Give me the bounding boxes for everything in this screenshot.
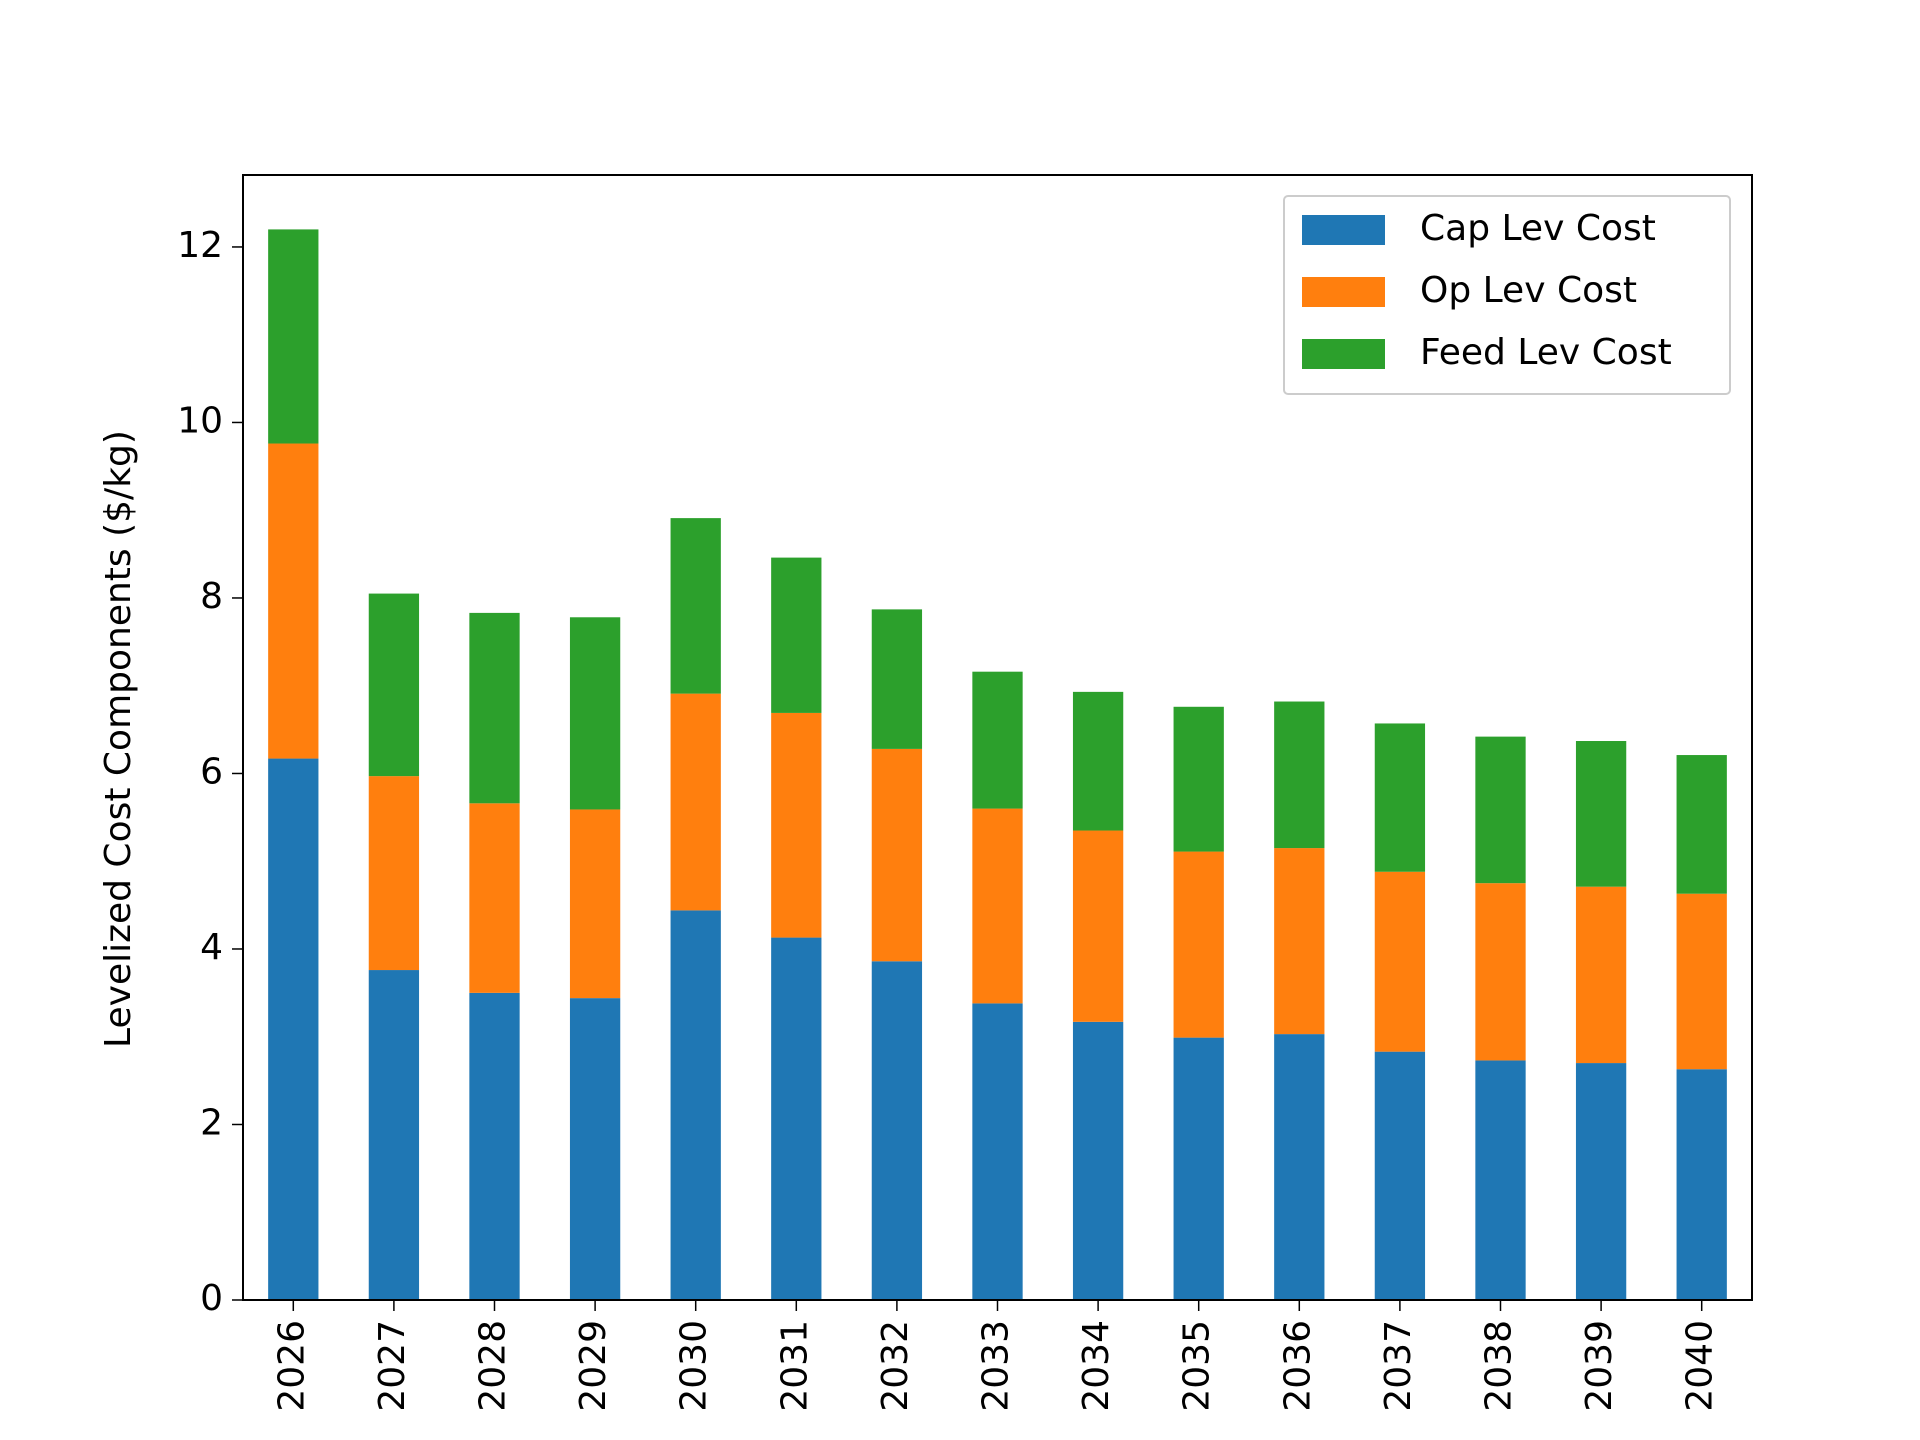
bar-segment [1072,830,1124,1022]
bar-segment [569,998,621,1300]
x-tick-label: 2031 [774,1320,815,1412]
bar-segment [469,992,520,1300]
bar-segment [1274,701,1325,849]
legend-swatch [1302,339,1385,369]
bar-segment [1676,1069,1727,1300]
bar-segment [871,748,923,962]
legend-label: Op Lev Cost [1420,270,1637,311]
legend-swatch [1302,215,1385,245]
bar-segment [771,937,822,1300]
y-tick-label: 0 [200,1278,223,1319]
legend-swatch [1302,277,1385,307]
y-tick-label: 2 [200,1102,223,1143]
bar-segment [1676,755,1727,894]
bar-segment [771,557,822,713]
bar-segment [1575,1063,1627,1300]
y-tick-label: 6 [200,751,223,792]
bar-segment [1575,886,1627,1064]
bar-segment [1173,706,1224,852]
x-tick-label: 2026 [271,1320,312,1412]
y-axis-label: Levelized Cost Components ($/kg) [98,430,139,1048]
bar-segment [368,970,420,1300]
bar-segment [469,612,520,804]
bar-segment [1274,848,1325,1035]
bar-segment [1575,741,1627,887]
bar-segment [670,693,721,911]
y-tick-label: 10 [177,400,223,441]
bar-segment [670,910,721,1300]
bar-segment [268,758,319,1300]
legend-box [1283,195,1731,395]
bar-segment [871,609,923,749]
x-tick-label: 2035 [1177,1320,1218,1412]
bar-segment [1173,851,1224,1038]
bar-segment [1274,1034,1325,1300]
bar-segment [1676,893,1727,1070]
legend-label: Cap Lev Cost [1420,208,1656,249]
x-tick-label: 2028 [473,1320,514,1412]
bar-segment [569,809,621,999]
legend-label: Feed Lev Cost [1420,332,1672,373]
x-tick-label: 2027 [372,1320,413,1412]
x-tick-label: 2039 [1579,1320,1620,1412]
y-tick-label: 4 [200,927,223,968]
x-tick-label: 2036 [1277,1320,1318,1412]
bar-segment [268,443,319,759]
bar-segment [972,671,1023,809]
bar-segment [1173,1037,1224,1300]
x-tick-label: 2033 [976,1320,1017,1412]
x-tick-label: 2037 [1378,1320,1419,1412]
bar-segment [1072,1021,1124,1300]
bar-segment [1374,1051,1426,1300]
y-tick-label: 12 [177,225,223,266]
bar-segment [1072,691,1124,831]
x-tick-label: 2038 [1479,1320,1520,1412]
bar-segment [972,1003,1023,1300]
bar-segment [268,229,319,444]
bar-segment [368,776,420,971]
bar-segment [368,593,420,777]
x-tick-label: 2034 [1076,1320,1117,1412]
bar-segment [670,518,721,694]
bar-segment [771,712,822,938]
x-tick-label: 2030 [674,1320,715,1412]
y-tick-label: 8 [200,576,223,617]
plot-frame [242,174,1753,1301]
bar-segment [569,617,621,810]
bar-segment [1475,736,1526,884]
bar-segment [1475,1060,1526,1300]
bar-segment [469,803,520,993]
bar-segment [1374,871,1426,1052]
bar-segment [972,808,1023,1004]
bar-segment [1475,883,1526,1061]
x-tick-label: 2040 [1680,1320,1721,1412]
x-tick-label: 2032 [875,1320,916,1412]
x-tick-label: 2029 [573,1320,614,1412]
bar-segment [1374,723,1426,872]
bar-segment [871,961,923,1300]
